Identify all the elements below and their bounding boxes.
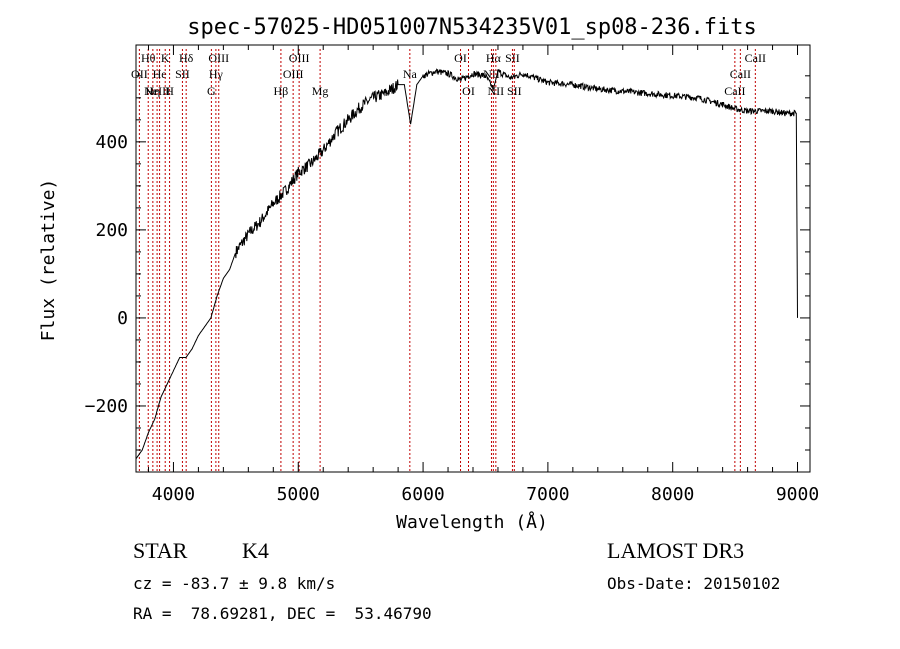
chart-title: spec-57025-HD051007N534235V01_sp08-236.f… — [187, 15, 757, 40]
redshift-value: cz = -83.7 ± 9.8 km/s — [133, 574, 336, 593]
y-tick-label: 400 — [95, 132, 128, 153]
sky-coordinates: RA = 78.69281, DEC = 53.46790 — [133, 604, 432, 623]
y-axis-label: Flux (relative) — [38, 179, 59, 342]
line-marker-label: OIII — [289, 51, 310, 65]
y-tick-label: 200 — [95, 220, 128, 241]
line-marker-label: CaII — [724, 84, 745, 98]
x-tick-label: 5000 — [277, 484, 320, 505]
line-marker-label: He — [153, 67, 167, 81]
line-marker-label: Hγ — [209, 67, 224, 81]
x-tick-label: 7000 — [526, 484, 569, 505]
line-marker-label: Hδ — [179, 51, 194, 65]
line-marker-label: G — [207, 84, 216, 98]
object-type: STAR — [133, 538, 188, 563]
spectrum-line — [135, 68, 798, 460]
line-marker-label: NeIII — [144, 84, 170, 98]
emission-line-markers: OIIHθHηNeIIIHeKHSIIHδGHγOIIIHβOIIIOIIIMg… — [131, 49, 766, 472]
axes: 4000 5000 6000 7000 8000 9000 −200 0 200 400 — [85, 45, 819, 505]
object-subclass: K4 — [242, 538, 269, 563]
line-marker-label: SII — [175, 67, 190, 81]
spectrum-series — [135, 68, 798, 460]
line-marker-label: Hβ — [274, 84, 289, 98]
x-tick-label: 6000 — [401, 484, 444, 505]
line-marker-label: OIII — [283, 67, 304, 81]
line-marker-label: SII — [507, 84, 522, 98]
y-tick-label: −200 — [85, 396, 128, 417]
x-tick-label: 9000 — [776, 484, 819, 505]
x-tick-label: 8000 — [651, 484, 694, 505]
plot-frame — [135, 44, 811, 473]
line-marker-label: OI — [454, 51, 467, 65]
observation-date: Obs-Date: 20150102 — [607, 574, 781, 593]
line-marker-label: Na — [403, 67, 418, 81]
x-axis-label: Wavelength (Å) — [396, 511, 548, 533]
line-marker-label: OIII — [208, 51, 229, 65]
line-marker-label: Hη — [145, 84, 160, 98]
y-tick-label: 0 — [117, 308, 128, 329]
survey-name: LAMOST DR3 — [607, 538, 745, 563]
line-marker-label: OI — [462, 84, 475, 98]
line-marker-label: Hα — [486, 51, 502, 65]
line-marker-label: CaII — [745, 51, 766, 65]
line-marker-label: SII — [505, 51, 520, 65]
line-marker-label: OII — [131, 67, 148, 81]
line-marker-label: Hθ — [141, 51, 156, 65]
line-marker-label: Mg — [312, 84, 329, 98]
line-marker-label: K — [161, 51, 170, 65]
x-tick-label: 4000 — [152, 484, 195, 505]
line-marker-label: NII — [488, 84, 505, 98]
line-marker-label: CaII — [730, 67, 751, 81]
line-marker-label: H — [165, 84, 174, 98]
